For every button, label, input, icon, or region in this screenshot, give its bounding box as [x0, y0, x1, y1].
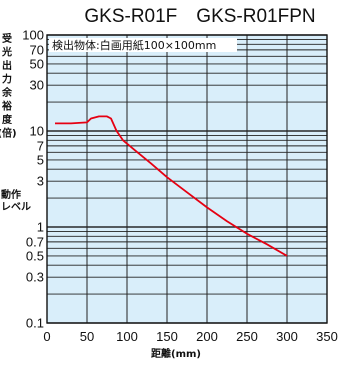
y-tick-label: 0.1: [26, 316, 44, 331]
y-tick-label: 0.7: [26, 234, 44, 249]
y-tick-label: 3: [37, 174, 44, 189]
y-tick-label: 10: [30, 124, 44, 139]
series-layer: [55, 115, 288, 257]
y-axis-label-char: (倍): [0, 127, 17, 140]
y-tick-label: 30: [30, 78, 44, 93]
y-tick-label: 0.3: [26, 270, 44, 285]
x-tick-label: 100: [116, 329, 138, 344]
y-tick-label: 0.5: [26, 248, 44, 263]
y-tick-label: 50: [30, 56, 44, 71]
x-tick-label: 300: [276, 329, 298, 344]
y-tick-label: 100: [22, 28, 44, 43]
y-tick-label: 1: [37, 220, 44, 235]
y-axis-label-char: 裕: [1, 100, 12, 113]
y-tick-label: 70: [30, 42, 44, 57]
x-tick-label: 200: [196, 329, 218, 344]
y-axis-label-char: 受: [2, 32, 12, 45]
x-tick-label: 0: [43, 329, 50, 344]
y-axis-label-char: 余: [1, 86, 13, 99]
operating-level-label-line: 動作: [1, 188, 21, 201]
chart-title: GKS-R01F GKS-R01FPN: [84, 6, 315, 27]
plot-frame: [46, 34, 328, 324]
plot-area: [47, 35, 327, 323]
y-axis-label-char: 光: [1, 46, 12, 59]
operating-level-label-line: レベル: [1, 201, 31, 213]
x-tick-label: 50: [80, 329, 94, 344]
annotation-background: [49, 38, 237, 52]
y-axis-label-char: 度: [2, 113, 13, 126]
annotation: 検出物体:白画用紙100×100mm: [52, 38, 216, 52]
series-line: [55, 115, 288, 257]
x-tick-labels: 0 50 100 150 200 250 300 350: [43, 329, 337, 344]
y-tick-label: 5: [37, 152, 44, 167]
y-axis-label-char: 出: [2, 59, 12, 72]
y-axis-label-char: 力: [2, 73, 12, 86]
y-tick-label: 7: [37, 138, 44, 153]
x-tick-label: 150: [156, 329, 178, 344]
x-axis-label: 距離(mm): [151, 347, 201, 360]
x-tick-label: 250: [236, 329, 258, 344]
x-tick-label: 350: [316, 329, 338, 344]
